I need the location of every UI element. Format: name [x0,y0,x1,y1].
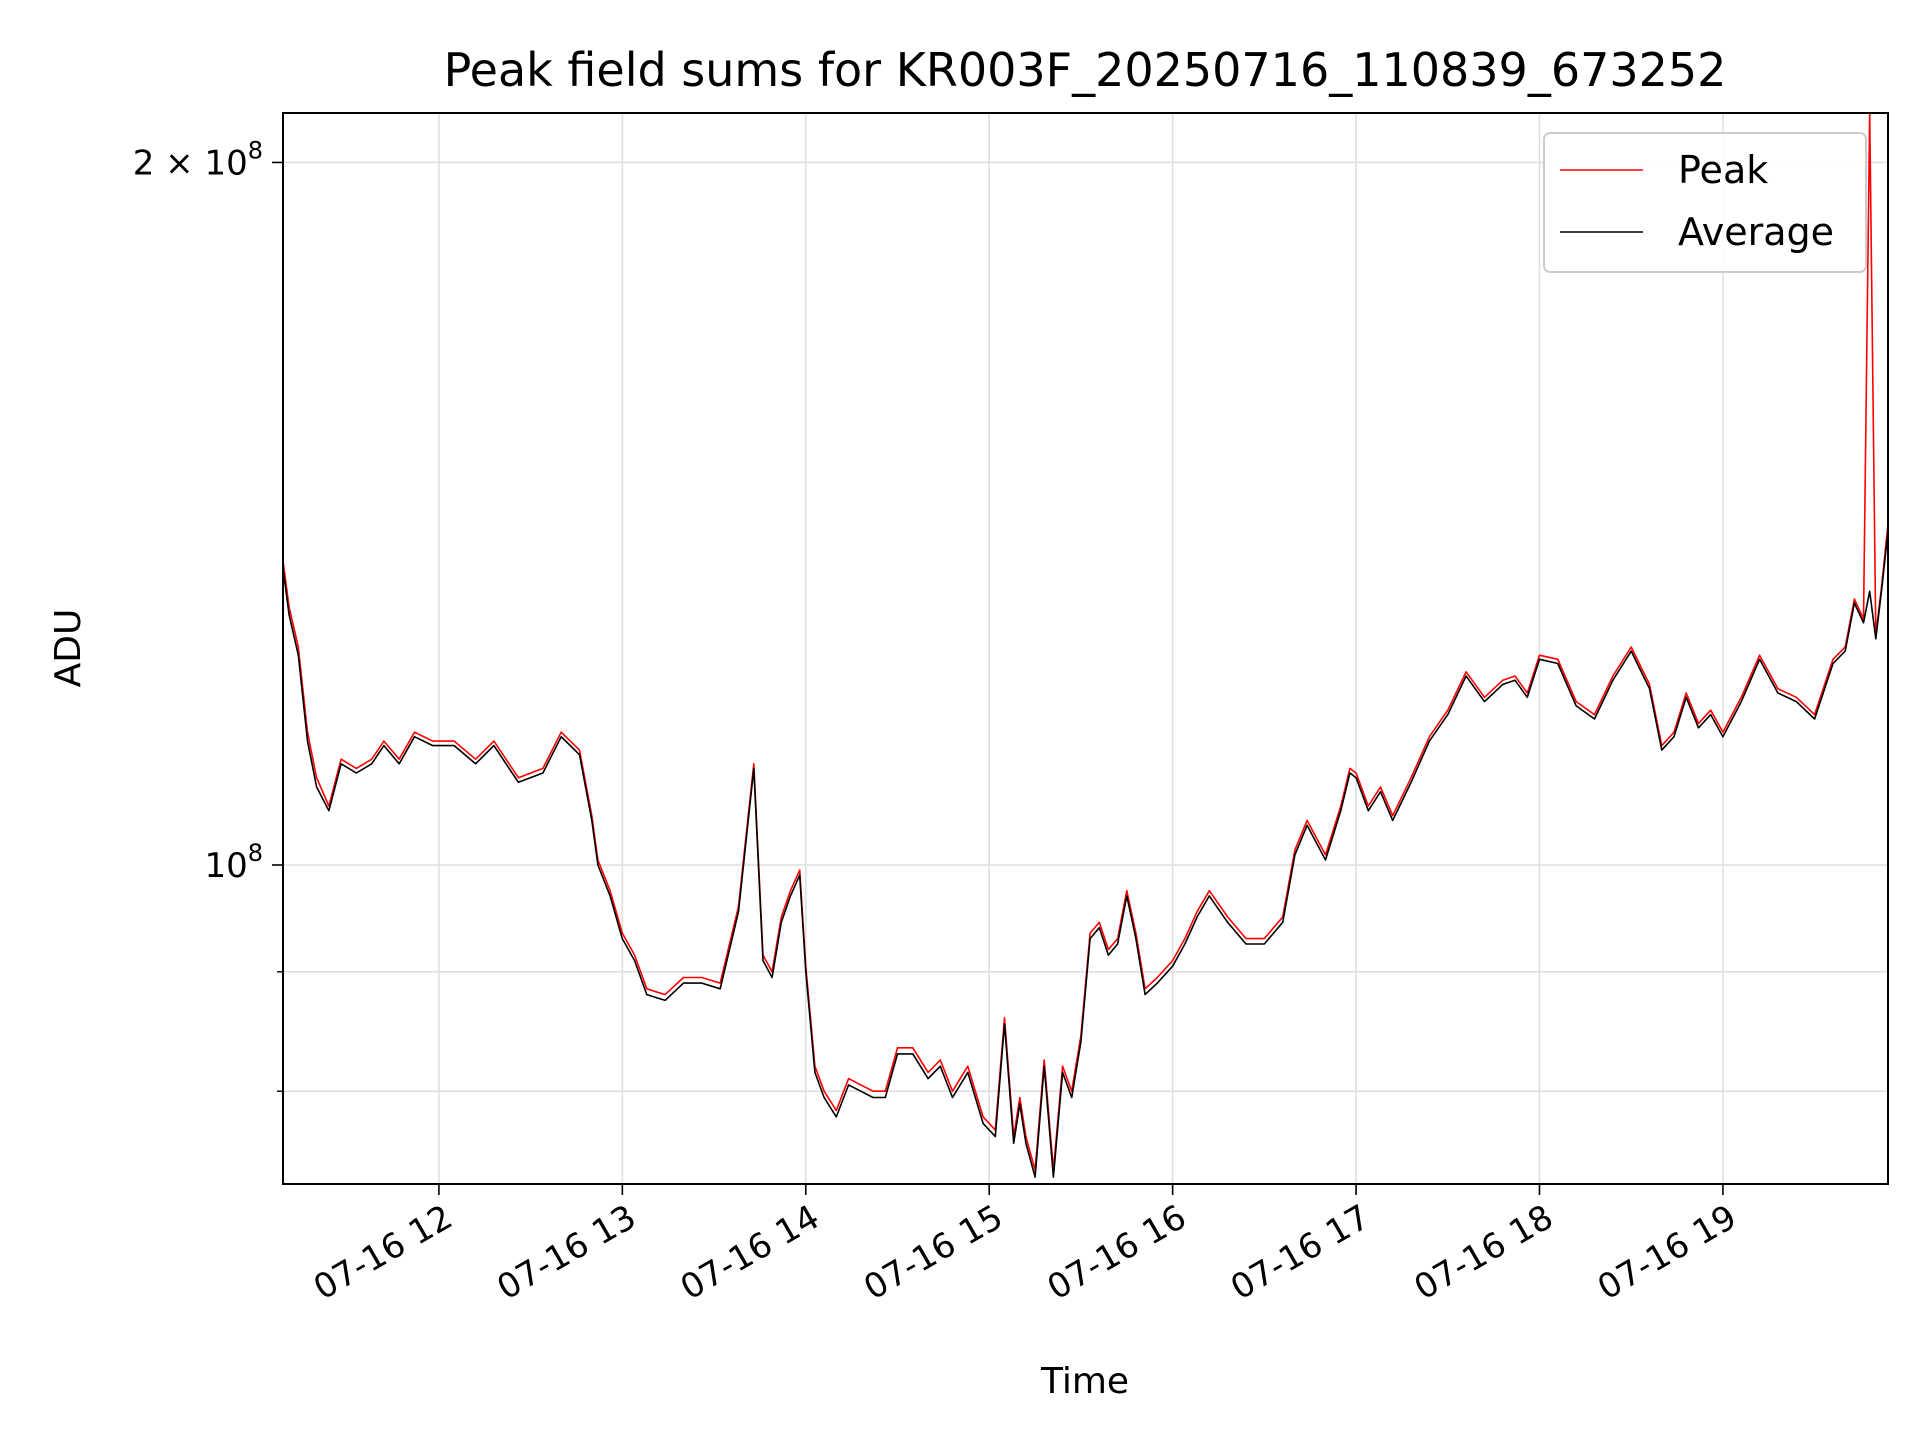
y-tick-label: 2 × 108 [133,136,263,183]
y-tick-label: 108 [204,839,263,886]
legend-box [1543,132,1867,273]
series-layer [283,113,1888,1178]
legend: Peak Average [1543,132,1867,273]
chart-title: Peak field sums for KR003F_20250716_1108… [444,43,1727,97]
series-line-average [283,531,1888,1178]
legend-peak-label: Peak [1678,148,1768,192]
legend-average-label: Average [1678,210,1834,254]
plot-frame [282,112,1889,1185]
y-axis-label: ADU [48,609,89,688]
x-axis-label: Time [1040,1361,1129,1402]
